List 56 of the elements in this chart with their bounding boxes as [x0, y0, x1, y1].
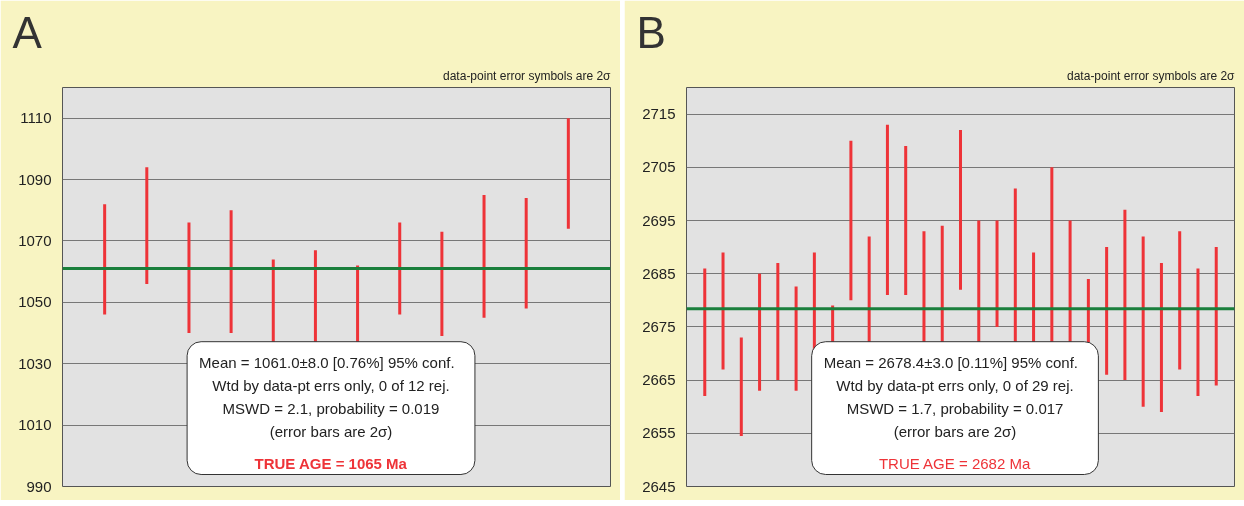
- y-tick-label: 1030: [18, 354, 52, 372]
- annotation: TRUE AGE = 2682 Ma: [878, 454, 1031, 472]
- bar: [721, 252, 725, 370]
- y-tick-label: 1010: [18, 416, 52, 434]
- y-tick-label: 2645: [642, 477, 676, 495]
- y-tick-label: 2685: [642, 264, 676, 282]
- bar: [1141, 236, 1145, 407]
- y-tick-label: 2655: [642, 424, 676, 442]
- bar: [229, 210, 233, 334]
- annotation: Mean = 1061.0±8.0 [0.76%] 95% conf.: [199, 353, 455, 371]
- y-tick-label: 1090: [18, 170, 52, 188]
- bar: [904, 146, 908, 295]
- bar: [145, 167, 149, 284]
- bar: [1178, 231, 1182, 370]
- y-tick-label: 990: [26, 477, 52, 495]
- bar: [959, 130, 962, 290]
- annotation: TRUE AGE = 1065 Ma: [254, 454, 408, 472]
- bar: [398, 222, 402, 315]
- annotation: (error bars are 2σ): [893, 422, 1017, 440]
- chart-title: A: [12, 7, 43, 57]
- bar: [739, 337, 743, 436]
- y-tick-label: 2695: [642, 211, 676, 229]
- y-tick-label: 2665: [642, 371, 676, 389]
- bar: [885, 124, 889, 295]
- annotation: MSWD = 2.1, probability = 0.019: [222, 399, 440, 417]
- bar: [1196, 268, 1200, 397]
- bar: [440, 231, 444, 337]
- y-tick-label: 1050: [18, 293, 52, 311]
- annotation: Wtd by data-pt errs only, 0 of 29 rej.: [836, 376, 1074, 394]
- bar: [758, 273, 762, 391]
- bar: [995, 220, 999, 327]
- bar: [566, 118, 570, 229]
- annotation: Mean = 2678.4±3.0 [0.11%] 95% conf.: [823, 353, 1079, 371]
- bar: [703, 268, 707, 397]
- chart-subtitle: data-point error symbols are 2σ: [443, 68, 612, 83]
- y-tick-label: 1110: [20, 109, 52, 127]
- annotation: Wtd by data-pt errs only, 0 of 12 rej.: [212, 376, 450, 394]
- bar: [1105, 247, 1109, 375]
- bar: [1214, 247, 1218, 386]
- chart-subtitle: data-point error symbols are 2σ: [1067, 68, 1236, 83]
- bar: [187, 222, 191, 334]
- bar: [794, 286, 798, 391]
- bar: [776, 263, 780, 381]
- annotation: MSWD = 1.7, probability = 0.017: [846, 399, 1064, 417]
- y-tick-label: 1070: [18, 231, 52, 249]
- y-tick-label: 2675: [642, 317, 676, 335]
- bar: [524, 197, 528, 309]
- bar: [103, 204, 107, 315]
- bar: [1123, 209, 1127, 381]
- chart-title: B: [636, 7, 666, 57]
- bar: [1159, 263, 1163, 413]
- bar: [849, 140, 853, 301]
- bar: [482, 194, 486, 318]
- annotation: (error bars are 2σ): [269, 422, 393, 440]
- y-tick-label: 2705: [642, 158, 676, 176]
- y-tick-label: 2715: [642, 105, 676, 123]
